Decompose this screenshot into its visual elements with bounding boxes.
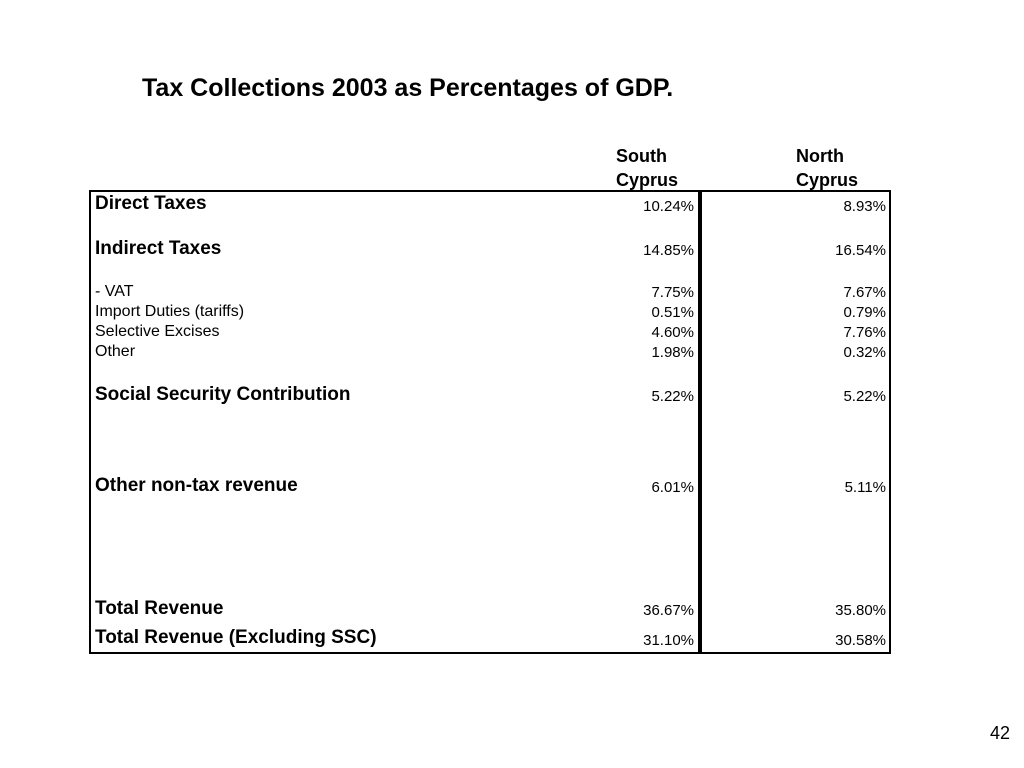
row-label-indirect-taxes: Indirect Taxes: [95, 238, 222, 259]
cell-south-other: 1.98%: [651, 344, 694, 361]
cell-north-total-revenue: 35.80%: [835, 602, 886, 619]
column-header-south-cyprus: South Cyprus: [616, 144, 678, 192]
row-label-other: Other: [95, 343, 136, 360]
cell-south-other-non-tax-revenue: 6.01%: [651, 479, 694, 496]
row-label-vat: - VAT: [95, 283, 134, 300]
cell-north-selective-excises: 7.76%: [843, 324, 886, 341]
cell-south-indirect-taxes: 14.85%: [643, 242, 694, 259]
cell-north-import-duties: 0.79%: [843, 304, 886, 321]
cell-south-vat: 7.75%: [651, 284, 694, 301]
row-label-total-revenue: Total Revenue: [95, 598, 224, 619]
cell-south-social-security: 5.22%: [651, 388, 694, 405]
row-label-other-non-tax-revenue: Other non-tax revenue: [95, 475, 298, 496]
row-label-total-revenue-excluding-ssc: Total Revenue (Excluding SSC): [95, 627, 377, 648]
row-label-selective-excises: Selective Excises: [95, 323, 220, 340]
column-divider: [698, 190, 702, 654]
cell-south-selective-excises: 4.60%: [651, 324, 694, 341]
cell-north-total-revenue-excluding-ssc: 30.58%: [835, 632, 886, 649]
table-border: [89, 190, 891, 654]
column-header-north-cyprus: North Cyprus: [796, 144, 858, 192]
slide-title: Tax Collections 2003 as Percentages of G…: [142, 74, 674, 102]
cell-south-total-revenue-excluding-ssc: 31.10%: [643, 632, 694, 649]
column-header-line: South: [616, 146, 667, 166]
cell-south-import-duties: 0.51%: [651, 304, 694, 321]
cell-south-total-revenue: 36.67%: [643, 602, 694, 619]
cell-south-direct-taxes: 10.24%: [643, 198, 694, 215]
cell-north-social-security: 5.22%: [843, 388, 886, 405]
column-header-line: Cyprus: [616, 170, 679, 190]
column-header-line: North: [796, 146, 844, 166]
row-label-social-security: Social Security Contribution: [95, 384, 351, 405]
column-header-line: Cyprus: [796, 170, 859, 190]
cell-north-other: 0.32%: [843, 344, 886, 361]
cell-north-other-non-tax-revenue: 5.11%: [844, 479, 886, 496]
cell-north-direct-taxes: 8.93%: [843, 198, 886, 215]
row-label-direct-taxes: Direct Taxes: [95, 193, 207, 214]
cell-north-indirect-taxes: 16.54%: [835, 242, 886, 259]
row-label-import-duties: Import Duties (tariffs): [95, 303, 245, 320]
cell-north-vat: 7.67%: [843, 284, 886, 301]
page-number: 42: [989, 723, 1010, 743]
